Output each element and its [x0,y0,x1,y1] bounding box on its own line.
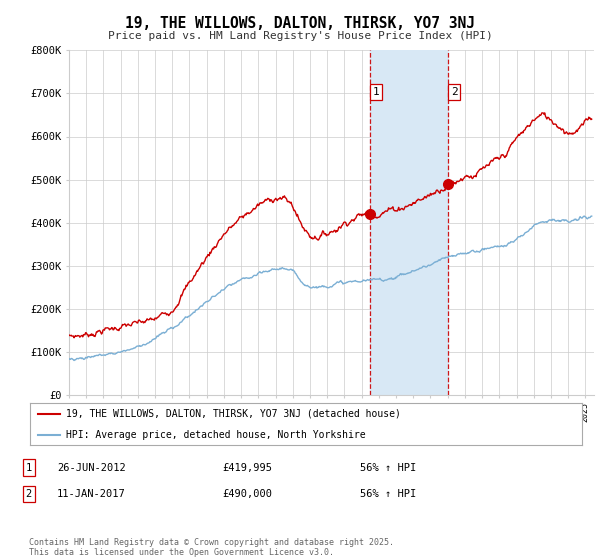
Text: 1: 1 [373,87,379,97]
Bar [370,50,448,395]
Text: 11-JAN-2017: 11-JAN-2017 [57,489,126,499]
Text: £490,000: £490,000 [222,489,272,499]
Text: 56% ↑ HPI: 56% ↑ HPI [360,489,416,499]
Text: Contains HM Land Registry data © Crown copyright and database right 2025.
This d: Contains HM Land Registry data © Crown c… [29,538,394,557]
Text: 2: 2 [451,87,458,97]
Text: 2: 2 [26,489,32,499]
Text: 19, THE WILLOWS, DALTON, THIRSK, YO7 3NJ (detached house): 19, THE WILLOWS, DALTON, THIRSK, YO7 3NJ… [66,409,401,419]
Text: £419,995: £419,995 [222,463,272,473]
Text: 26-JUN-2012: 26-JUN-2012 [57,463,126,473]
Text: HPI: Average price, detached house, North Yorkshire: HPI: Average price, detached house, Nort… [66,430,365,440]
Text: Price paid vs. HM Land Registry's House Price Index (HPI): Price paid vs. HM Land Registry's House … [107,31,493,41]
Text: 1: 1 [26,463,32,473]
Text: 19, THE WILLOWS, DALTON, THIRSK, YO7 3NJ: 19, THE WILLOWS, DALTON, THIRSK, YO7 3NJ [125,16,475,31]
Text: 56% ↑ HPI: 56% ↑ HPI [360,463,416,473]
